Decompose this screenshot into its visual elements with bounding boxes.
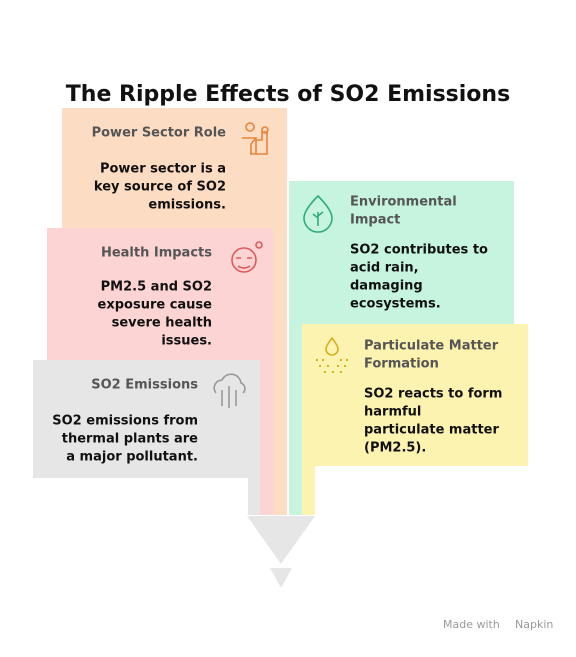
card-body: damaging	[350, 279, 423, 294]
card-body: SO2 reacts to form	[364, 387, 502, 402]
card-body: thermal plants are	[62, 432, 198, 447]
card-bg	[289, 181, 514, 515]
card-title: Particulate Matter	[364, 339, 499, 354]
card-title: Health Impacts	[101, 246, 212, 261]
card-body: PM2.5 and SO2	[101, 280, 212, 295]
card-title: Formation	[364, 357, 439, 372]
card-body: Power sector is a	[100, 162, 226, 177]
card-body: SO2 emissions from	[52, 414, 198, 429]
card-body: exposure cause	[98, 298, 213, 313]
title: The Ripple Effects of SO2 Emissions	[66, 82, 510, 107]
card-body: severe health	[112, 316, 212, 331]
card-body: SO2 contributes to	[350, 243, 488, 258]
card-bg	[62, 108, 287, 515]
footer-prefix: Made with	[443, 618, 500, 631]
funnel-tip	[270, 568, 292, 588]
card-bg	[33, 360, 260, 515]
factory-icon	[242, 122, 269, 155]
card-title: Impact	[350, 213, 400, 228]
cloud-icon	[213, 373, 246, 408]
card-body: key source of SO2	[94, 180, 226, 195]
card-body: ecosystems.	[350, 297, 441, 312]
card-body: emissions.	[148, 198, 226, 213]
card-bg	[47, 228, 273, 515]
funnel	[247, 516, 315, 564]
card-bg	[302, 324, 528, 515]
footer-brand: Napkin	[515, 618, 553, 631]
card-body: a major pollutant.	[66, 450, 198, 465]
card-body: particulate matter	[364, 423, 499, 438]
card-body: harmful	[364, 405, 421, 420]
card-body: acid rain,	[350, 261, 419, 276]
particle-icon	[316, 336, 348, 373]
health-icon	[231, 241, 263, 273]
card-title: Power Sector Role	[92, 126, 227, 141]
icons	[213, 122, 348, 408]
card-title: Environmental	[350, 195, 457, 210]
drop-icon	[303, 194, 333, 233]
card-title: SO2 Emissions	[91, 378, 198, 393]
card-body: issues.	[161, 334, 212, 349]
card-body: (PM2.5).	[364, 441, 426, 456]
